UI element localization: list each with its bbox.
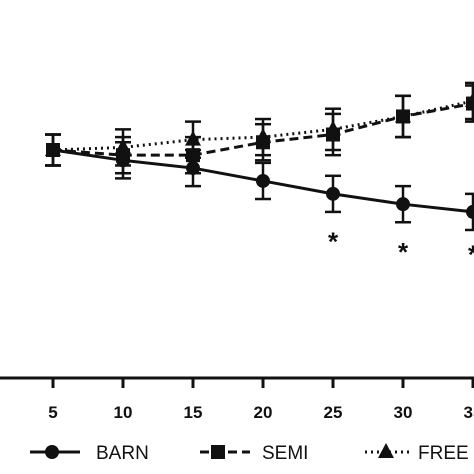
- legend-marker-free: [378, 443, 394, 458]
- legend-item-semi: SEMI: [200, 443, 308, 464]
- data-point-barn-35: [466, 204, 474, 219]
- x-tick-label-30: 30: [394, 403, 413, 422]
- data-point-barn-25: [326, 186, 340, 201]
- significance-star-30: *: [398, 237, 409, 267]
- significance-star-35: *: [468, 240, 474, 270]
- x-tick-label-25: 25: [324, 403, 343, 422]
- data-point-semi-20: [256, 135, 270, 150]
- series-semi: [45, 84, 474, 175]
- x-tick-label-10: 10: [114, 403, 133, 422]
- legend-item-free: FREE: [365, 443, 469, 464]
- legend-label-barn: BARN: [96, 443, 149, 464]
- series-layer: [45, 81, 474, 232]
- x-tick-label-35: 35: [464, 403, 474, 422]
- significance-annotations: * * *: [328, 227, 474, 270]
- x-tick-label-5: 5: [48, 403, 57, 422]
- data-point-barn-5: [46, 143, 60, 157]
- legend-label-free: FREE: [418, 443, 469, 464]
- x-axis-tick-labels: 5 10 15 20 25 30 35: [48, 403, 474, 422]
- legend-marker-barn: [45, 445, 59, 459]
- data-point-semi-35: [466, 96, 474, 111]
- data-point-barn-30: [396, 197, 410, 212]
- data-point-barn-10: [116, 153, 130, 168]
- legend: BARN SEMI FREE: [30, 443, 469, 464]
- x-tick-label-20: 20: [254, 403, 273, 422]
- legend-marker-semi: [211, 445, 225, 459]
- significance-star-25: *: [328, 227, 339, 257]
- legend-label-semi: SEMI: [262, 443, 308, 464]
- data-point-semi-30: [396, 109, 410, 124]
- legend-item-barn: BARN: [30, 443, 149, 464]
- data-point-semi-25: [326, 127, 340, 142]
- x-axis-ticks: [51, 378, 474, 388]
- series-barn: [45, 133, 474, 232]
- x-tick-label-15: 15: [184, 403, 203, 422]
- data-point-barn-20: [256, 173, 270, 188]
- data-point-barn-15: [186, 161, 200, 176]
